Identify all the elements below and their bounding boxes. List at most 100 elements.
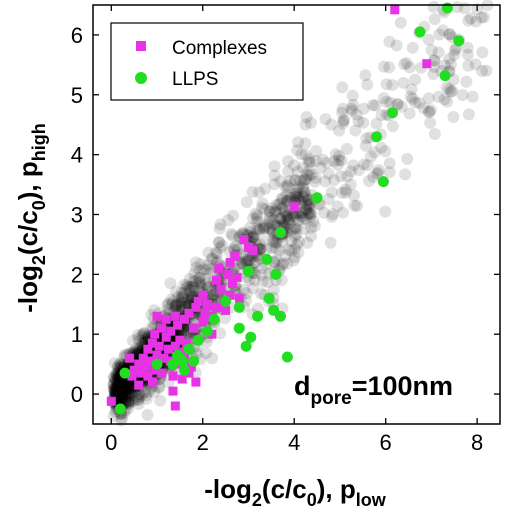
background-point [383,35,396,48]
background-point [123,379,136,392]
background-point [199,278,212,290]
background-point [336,206,349,219]
complexes-point [129,365,139,375]
background-point [325,210,338,223]
complexes-point [177,374,187,384]
background-point [250,212,263,225]
background-point [209,246,222,259]
background-point [466,90,479,103]
llps-point [233,322,245,334]
background-point [276,259,289,271]
background-point [413,97,426,109]
background-point [240,255,253,268]
background-point [115,386,128,399]
background-point [316,153,329,166]
background-point [123,378,136,390]
background-point [328,174,341,187]
background-point [194,279,207,291]
background-point [300,190,312,203]
background-point [169,301,182,313]
background-point [279,207,292,220]
background-point [119,379,131,392]
background-point [368,146,381,159]
background-point [165,293,178,306]
llps-point [188,355,200,367]
background-point [280,210,293,223]
complexes-point [225,257,235,267]
background-point [290,186,303,199]
background-point [403,61,416,74]
complexes-point [191,377,201,387]
background-point [268,160,281,173]
complexes-point [136,368,146,378]
background-point [262,214,275,227]
background-point [303,156,315,169]
complexes-point [182,338,192,348]
background-point [287,210,299,223]
background-point [113,384,126,397]
background-point [122,397,135,410]
background-point [125,387,138,400]
background-point [126,395,139,408]
background-point [300,204,313,216]
background-point [122,379,135,392]
background-point [304,208,317,221]
background-point [254,243,267,256]
background-point [193,271,206,284]
background-point [110,381,123,394]
background-point [194,275,207,288]
background-point [120,382,133,395]
background-point [266,242,279,254]
background-point [249,256,262,269]
background-point [115,379,128,392]
background-point [318,206,331,219]
background-point [113,378,126,390]
y-tick-label: 1 [71,322,83,347]
background-point [116,391,129,404]
complexes-point [248,245,258,255]
background-point [321,156,333,169]
background-point [135,388,148,401]
complexes-point [225,290,235,300]
background-point [216,239,229,252]
background-point [359,139,372,152]
background-point [303,210,316,223]
background-point [294,175,307,188]
background-point [111,386,123,399]
background-point [334,170,347,183]
background-point [246,232,259,245]
background-point [107,377,120,390]
background-point [375,109,388,121]
background-point [117,377,130,390]
background-point [188,282,201,295]
background-point [409,96,422,109]
background-point [267,283,280,296]
background-point [109,386,122,399]
complexes-point [125,353,135,363]
complexes-point [159,353,169,363]
background-point [283,217,296,230]
background-point [123,383,136,395]
background-point [380,95,393,108]
background-point [123,381,136,394]
background-point [422,92,435,105]
background-point [403,107,416,120]
background-point [270,199,283,211]
background-point [162,297,175,310]
background-point [118,377,130,390]
background-point [375,141,388,154]
background-point [127,334,139,347]
llps-point [371,131,382,143]
background-point [202,246,215,259]
complexes-point [198,290,208,300]
background-point [184,281,197,294]
background-point [329,148,342,161]
background-point [243,221,256,234]
background-point [289,174,302,187]
complexes-point [214,263,224,273]
background-point [360,132,373,145]
background-point [119,379,132,392]
background-point [247,212,260,225]
background-point [180,282,193,295]
background-point [263,222,275,235]
